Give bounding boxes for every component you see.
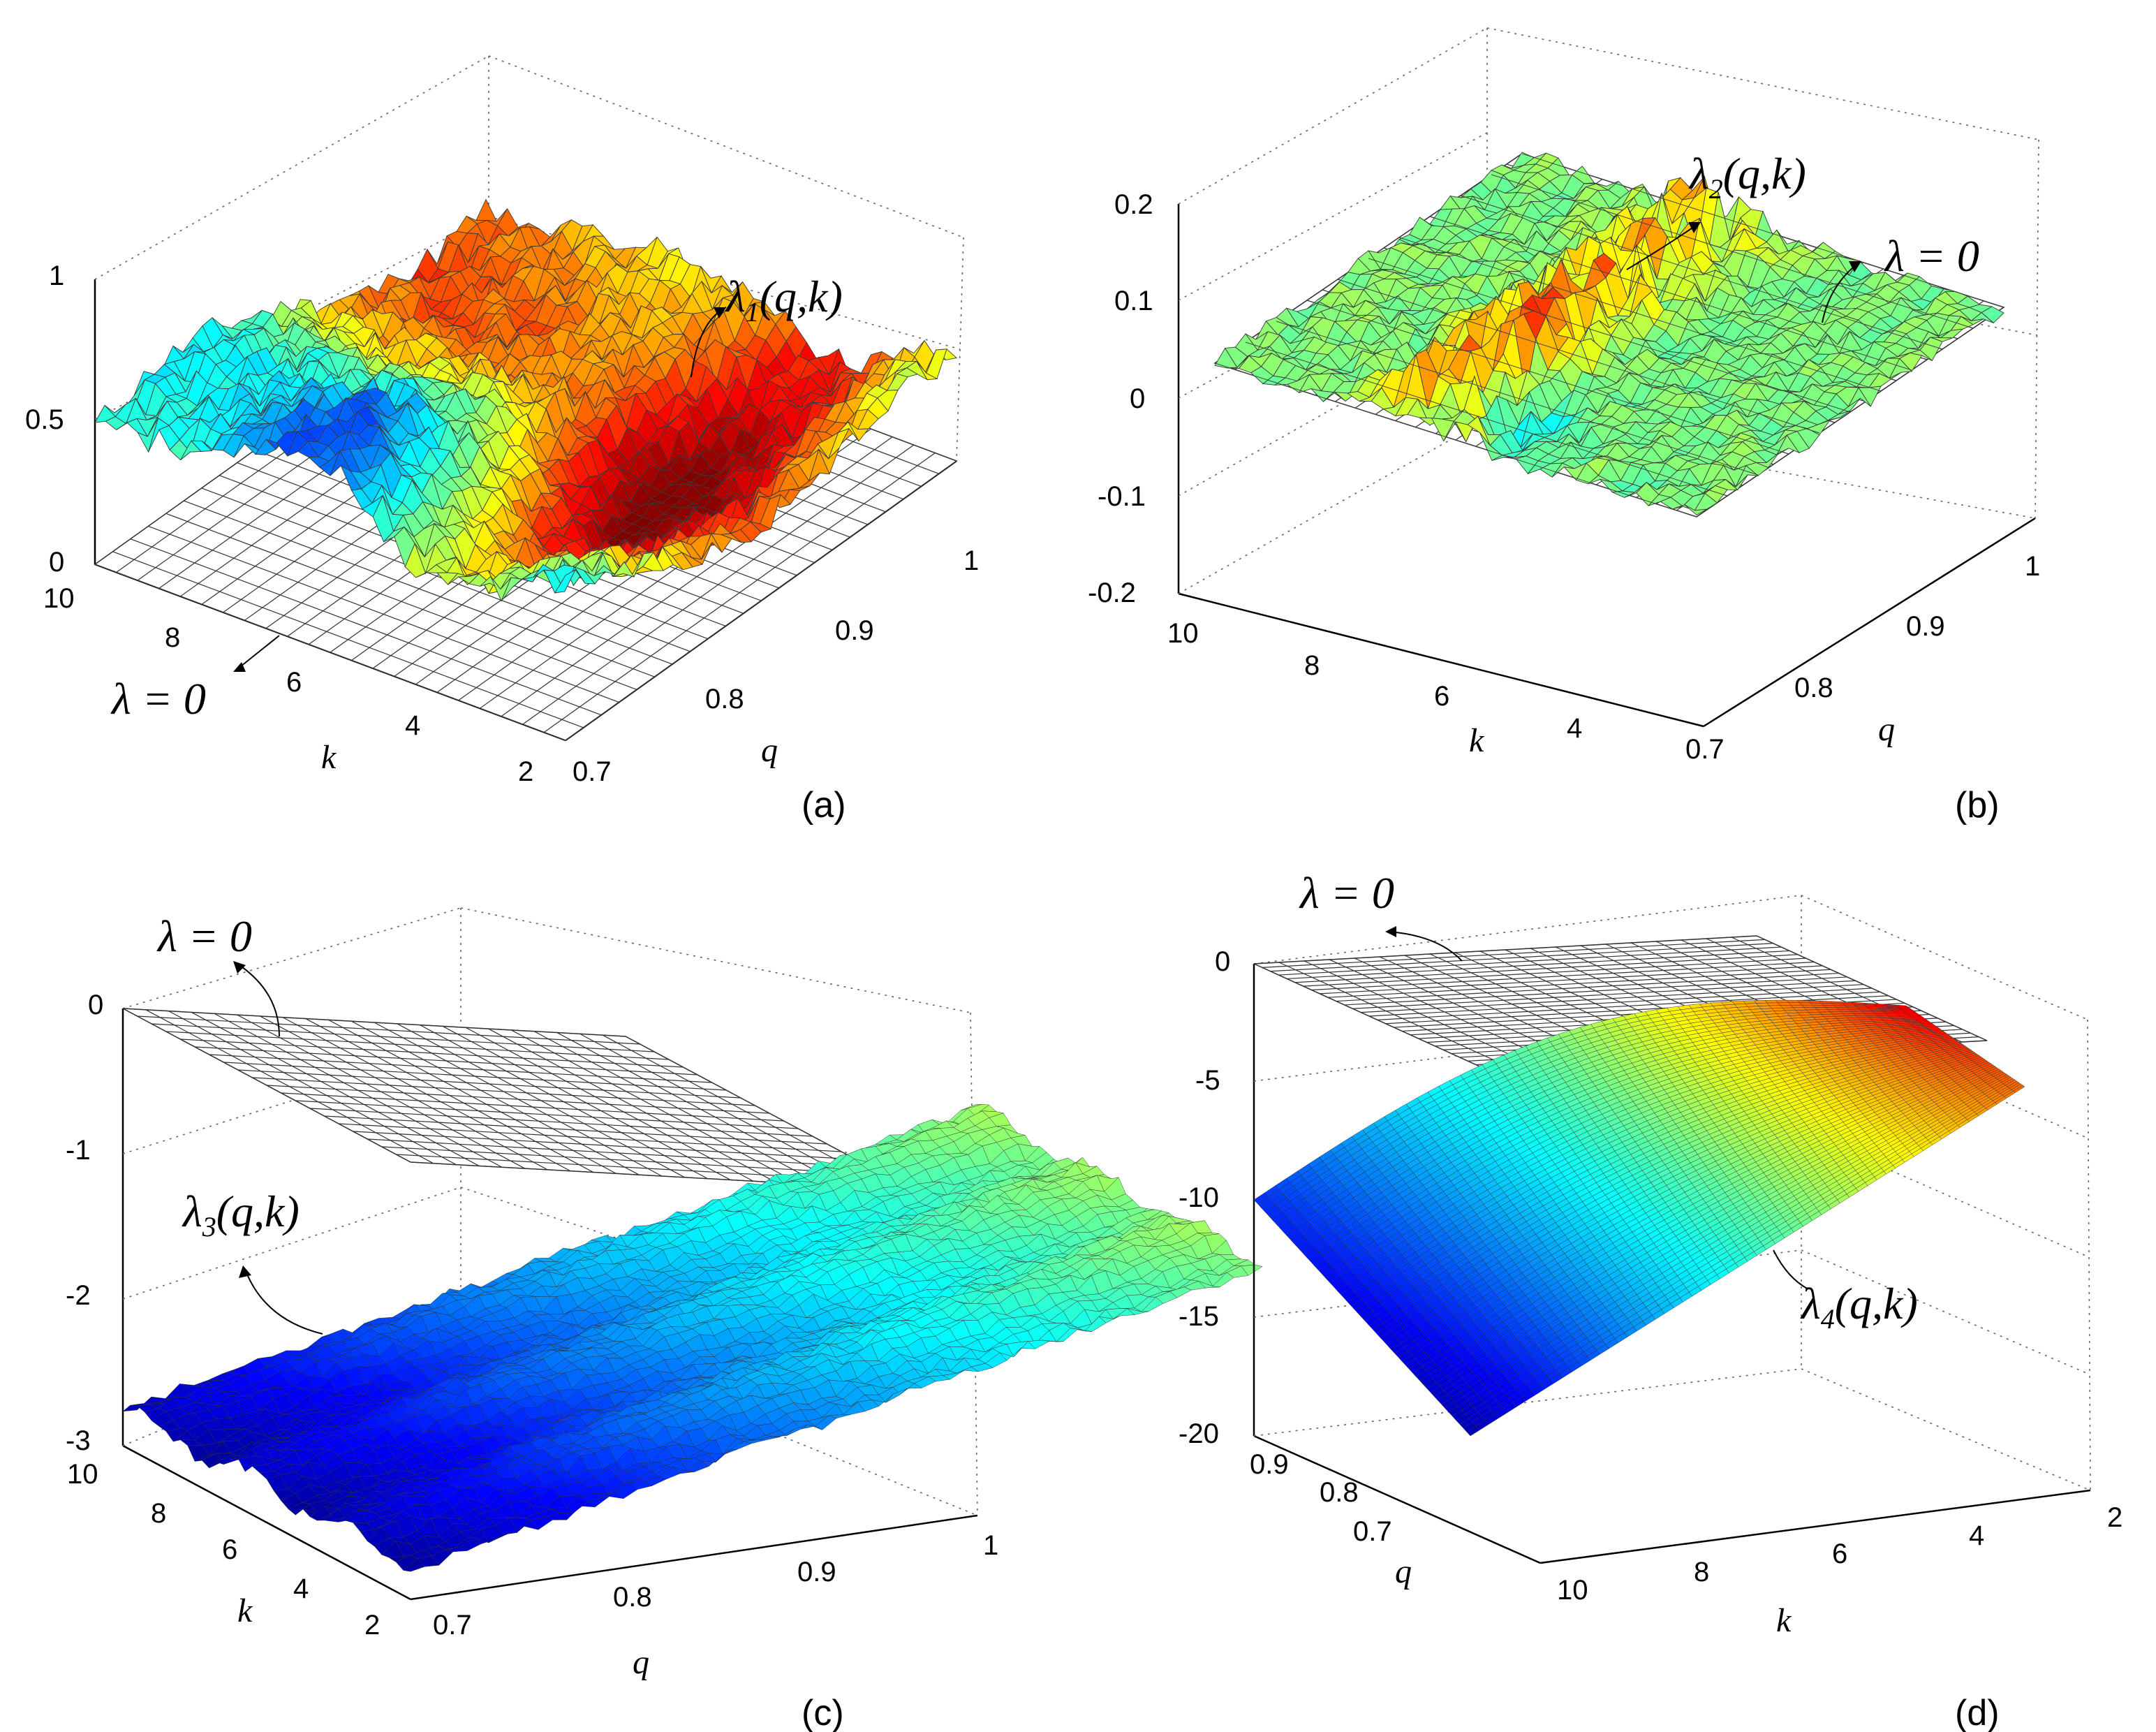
- q-tick: 1: [963, 545, 979, 576]
- z-tick: 0.2: [1114, 189, 1153, 220]
- z-tick: 0: [1130, 383, 1145, 414]
- q-tick: 0.9: [835, 615, 874, 646]
- panel-b: -0.2 -0.1 0 0.1 0.2 10 8 6 4 0.7 0.8 0.9…: [1088, 27, 2040, 825]
- zero-plane-gridline: [165, 513, 637, 690]
- k-tick: 8: [1304, 650, 1320, 681]
- zero-plane-gridline: [130, 538, 602, 716]
- panel-a-z-ticks: 0 0.5 1: [25, 260, 64, 578]
- zero-plane-label: λ = 0: [1884, 231, 1979, 281]
- z-tick: 0.5: [25, 404, 64, 435]
- k-tick: 4: [1567, 713, 1582, 744]
- k-axis-label: k: [1469, 722, 1485, 759]
- annotation-zero-plane: λ = 0: [110, 635, 280, 724]
- z-tick: 0.1: [1114, 286, 1153, 316]
- k-tick: 6: [286, 667, 302, 698]
- panel-label: (b): [1955, 785, 2000, 825]
- z-tick: 1: [49, 260, 64, 291]
- zero-plane-label: λ = 0: [110, 674, 206, 724]
- zero-plane-gridline: [201, 487, 672, 665]
- surface-label: λ2(q,k): [1688, 149, 1806, 205]
- z-tick: -0.2: [1088, 578, 1136, 608]
- q-axis-label: q: [761, 732, 778, 769]
- panel-c: -3 -2 -1 0 10 8 6 4 2 0.7 0.8 0.9 1 k q …: [66, 907, 1263, 1732]
- panel-a: 0 0.5 1 10 8 6 4 2 0.7 0.8 0.9 1 k q (a)…: [25, 55, 979, 825]
- q-tick: 1: [2025, 551, 2040, 582]
- k-tick: 8: [165, 622, 180, 653]
- panel-b-k-ticks: 10 8 6 4: [1167, 618, 1582, 744]
- z-tick: -0.1: [1098, 481, 1146, 512]
- k-tick: 2: [518, 756, 533, 787]
- k-axis-label: k: [321, 739, 337, 776]
- q-tick: 0.7: [1685, 734, 1725, 765]
- k-tick: 6: [1434, 681, 1449, 712]
- surface-lambda2: [1214, 152, 2004, 518]
- zero-plane-gridline: [112, 551, 584, 728]
- zero-plane: [122, 1008, 914, 1191]
- panel-b-q-ticks: 0.7 0.8 0.9 1: [1685, 551, 2040, 765]
- k-tick: 10: [1167, 618, 1199, 649]
- zero-plane-gridline: [184, 500, 655, 677]
- k-tick: 10: [43, 583, 75, 614]
- q-tick: 0.8: [705, 684, 744, 714]
- surface-label: λ1(q,k): [725, 272, 843, 328]
- zero-plane-gridline: [148, 525, 619, 703]
- panel-label: (a): [802, 785, 846, 825]
- arrow-icon: [237, 635, 280, 670]
- surface-lambda1: [94, 198, 958, 741]
- zero-plane-gridline: [94, 564, 566, 741]
- q-tick: 0.9: [1906, 611, 1945, 642]
- panel-b-z-ticks: -0.2 -0.1 0 0.1 0.2: [1088, 189, 1153, 608]
- q-tick: 0.7: [573, 756, 612, 787]
- q-tick: 0.8: [1794, 673, 1833, 703]
- z-tick: 0: [49, 547, 64, 578]
- surface-patch: [475, 198, 498, 222]
- k-tick: 4: [405, 710, 420, 741]
- q-axis-label: q: [1878, 711, 1895, 748]
